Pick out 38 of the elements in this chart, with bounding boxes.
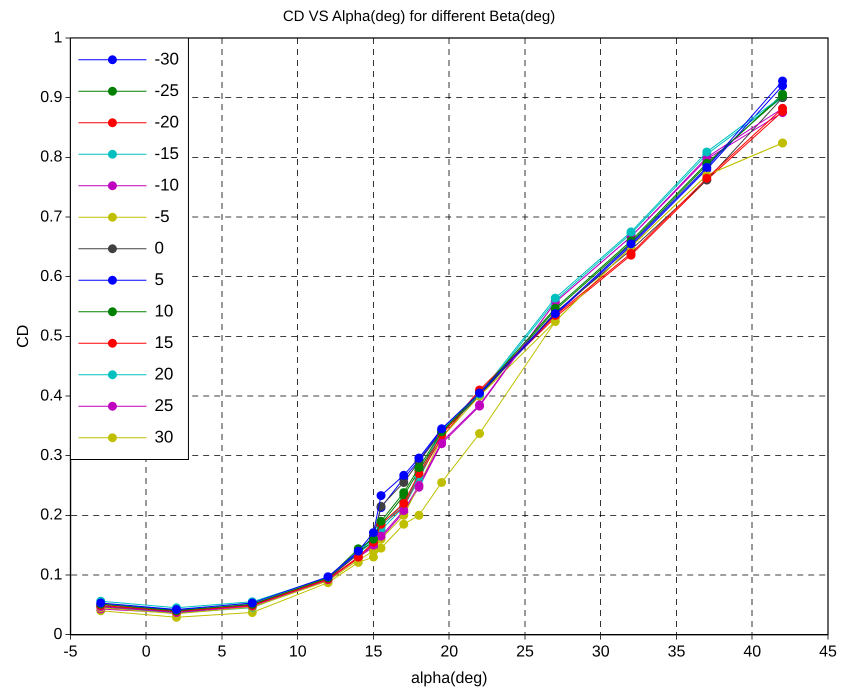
y-tick-label: 0.8: [40, 148, 63, 166]
x-tick-label: 45: [819, 644, 837, 661]
y-tick-label: 0: [54, 626, 63, 644]
legend-label: 5: [154, 270, 164, 289]
x-tick-label: -5: [63, 644, 78, 661]
x-axis-title: alpha(deg): [410, 670, 488, 687]
legend-label: -20: [154, 112, 180, 132]
legend-label: 15: [154, 332, 174, 352]
legend-label: -30: [154, 49, 180, 68]
y-tick-label: 0.5: [40, 328, 63, 345]
x-tick-label: 5: [218, 644, 226, 661]
legend-label: 0: [154, 238, 164, 258]
x-tick-label: 25: [516, 644, 534, 661]
legend-label: 20: [154, 364, 174, 384]
y-tick-label: 0.3: [40, 447, 63, 464]
legend-label: -5: [154, 206, 170, 226]
legend-label: -15: [154, 144, 180, 163]
y-tick-label: 0.2: [40, 506, 63, 524]
x-tick-label: 15: [364, 644, 382, 661]
legend-label: -10: [154, 175, 180, 194]
chart-title: CD VS Alpha(deg) for different Beta(deg): [282, 8, 556, 26]
y-axis-title: CD: [15, 324, 32, 348]
x-tick-label: 30: [592, 644, 610, 661]
legend-label: 10: [154, 301, 174, 320]
y-tick-label: 0.7: [40, 208, 63, 226]
x-tick-label: 40: [743, 644, 762, 661]
y-tick-label: 0.9: [40, 89, 63, 106]
legend-label: -25: [154, 80, 180, 100]
x-tick-label: 20: [440, 644, 458, 661]
legend-label: 25: [154, 396, 174, 415]
y-tick-label: 0.4: [40, 387, 63, 404]
y-tick-label: 0.1: [40, 566, 63, 584]
x-tick-label: 35: [668, 644, 686, 661]
y-tick-label: 1: [54, 29, 63, 46]
x-tick-label: 10: [288, 644, 307, 661]
legend-label: 30: [154, 427, 174, 446]
x-tick-label: 0: [142, 644, 151, 661]
y-tick-label: 0.6: [40, 268, 63, 286]
